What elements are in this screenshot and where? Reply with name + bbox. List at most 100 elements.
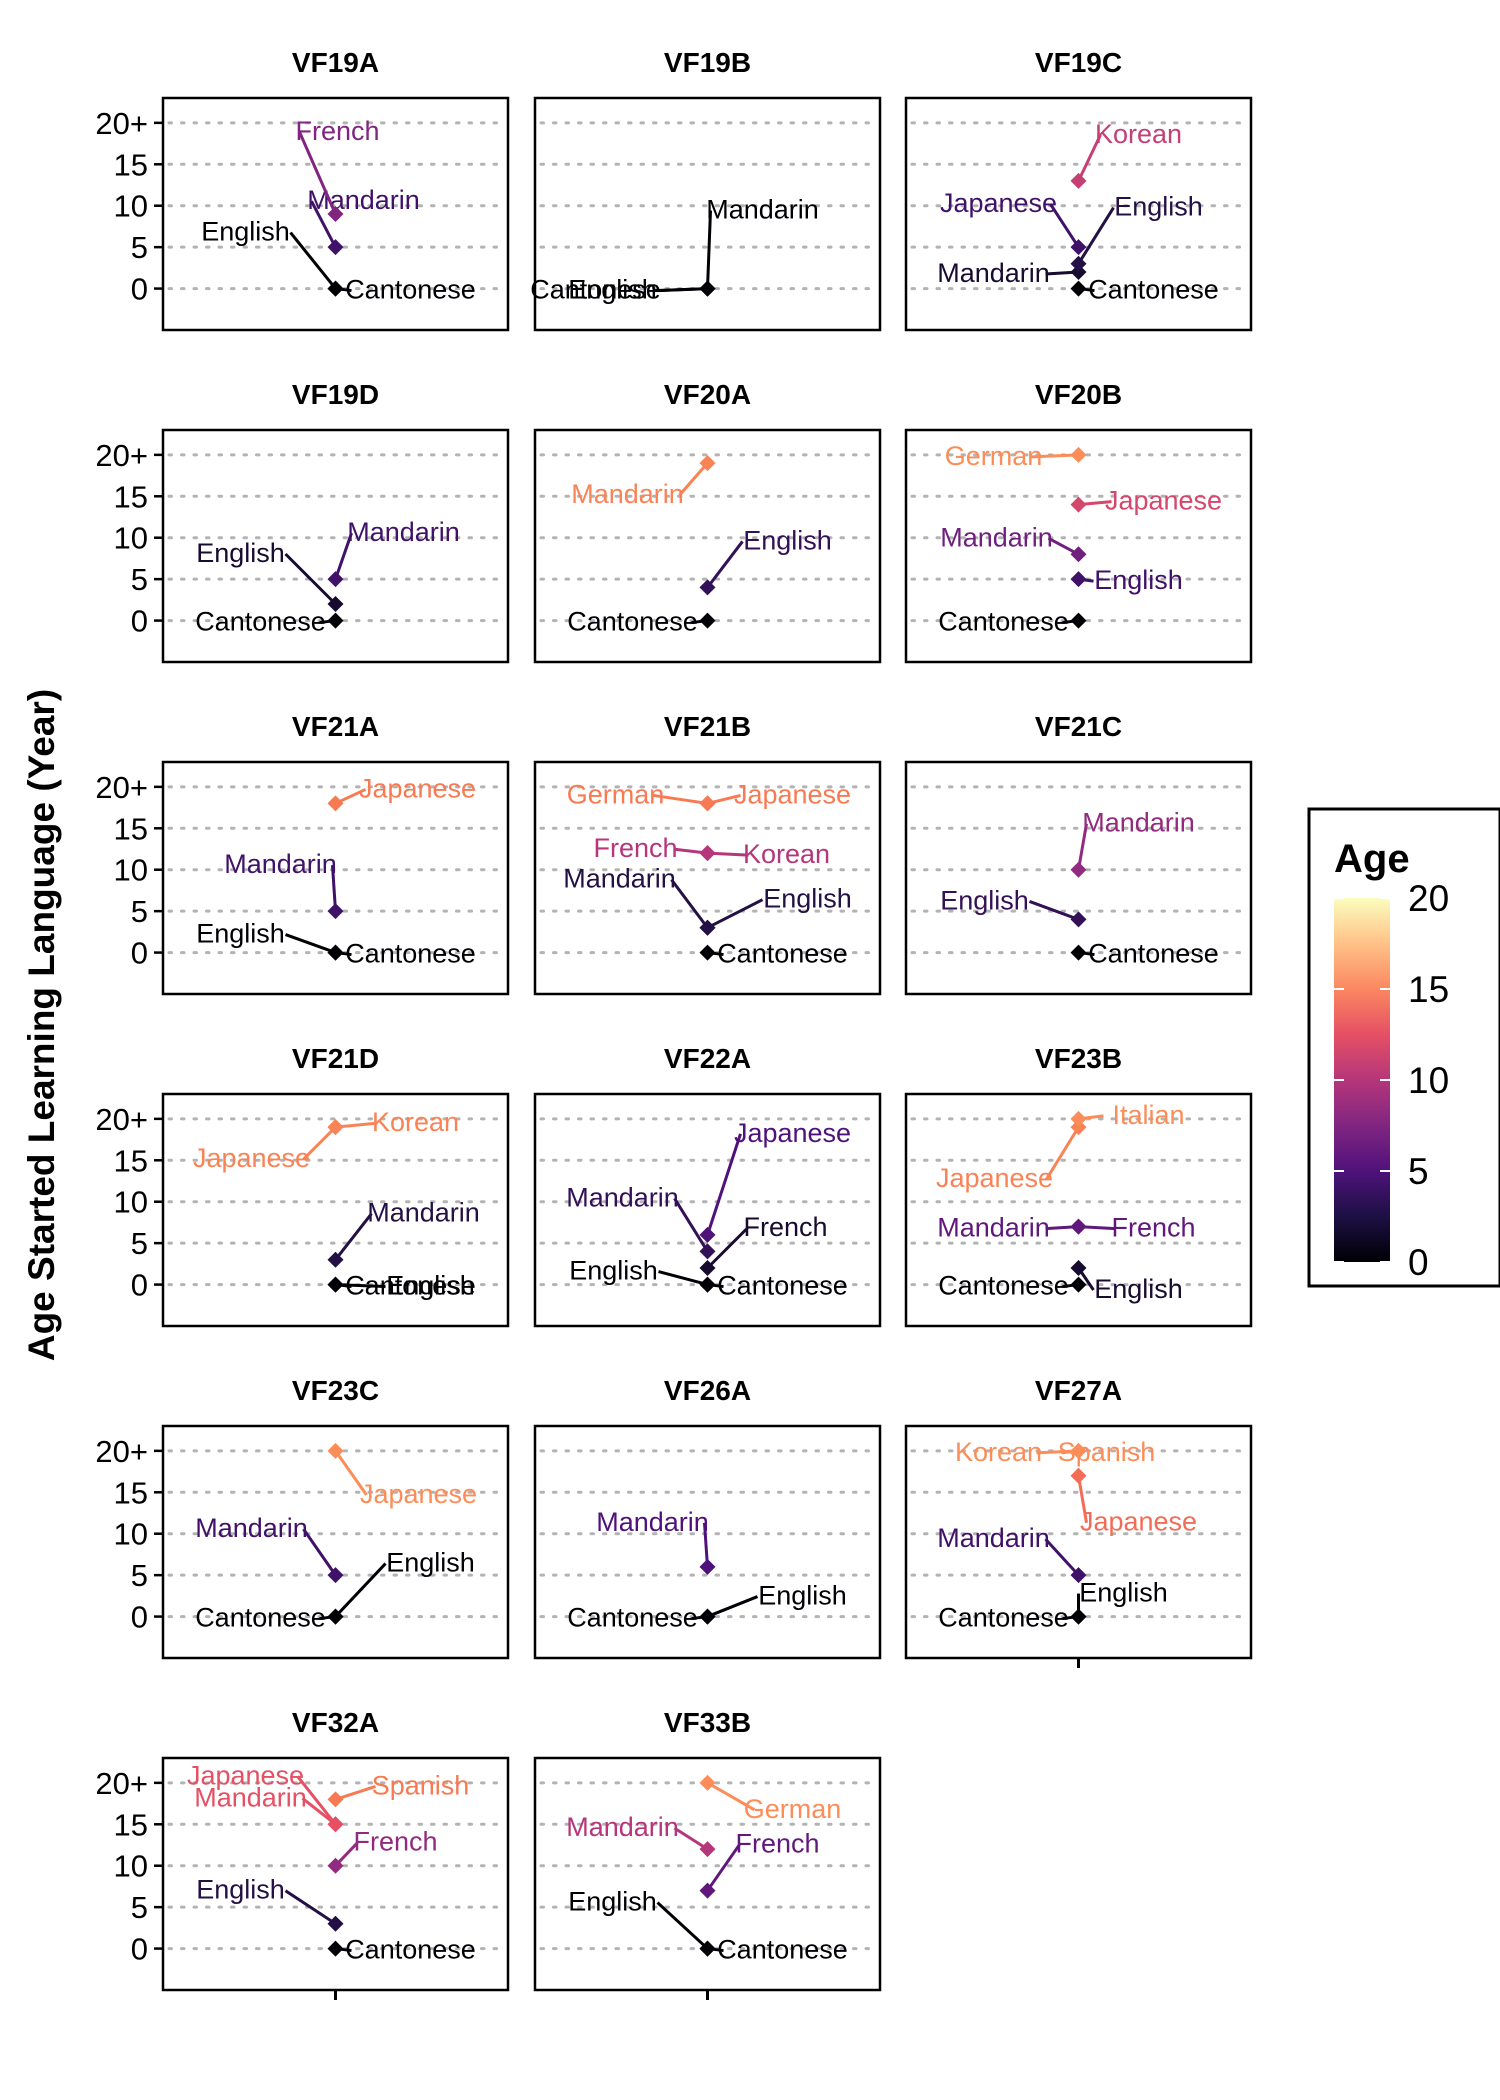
point-label: German [567,779,665,809]
y-tick-label: 20+ [95,438,148,473]
label-connector [298,131,337,215]
label-japanese: Japanese [1078,486,1222,516]
y-tick-label: 5 [131,230,148,265]
data-point [699,1774,716,1791]
legend-title: Age [1334,837,1410,881]
y-tick-label: 15 [114,479,148,514]
data-point [699,280,716,297]
label-english: English [1077,192,1203,265]
panel-title: VF27A [1035,1375,1122,1406]
label-connector [284,1889,337,1925]
panel-border [904,760,1253,996]
panel-vf21a: VF21A 0 5 10 15 20+ Cantonese English Mandarin Ja… [95,711,510,996]
point-label: French [1111,1213,1195,1243]
y-tick-label: 15 [114,811,148,846]
data-point [699,612,716,629]
data-point [1070,280,1087,297]
label-japanese: Japanese [1077,1475,1197,1537]
label-english: English [196,919,337,954]
data-point [327,612,344,629]
label-connector [706,540,744,589]
label-spanish: Spanish [1058,1437,1156,1467]
point-label: English [196,919,285,949]
label-mandarin: Mandarin [334,517,460,580]
y-tick-label: 5 [131,562,148,597]
label-german: German [945,441,1079,471]
label-connector [706,898,764,930]
label-connector [656,1901,709,1950]
panel-title: VF21B [664,711,751,742]
panel-title: VF21D [292,1043,379,1074]
data-point [327,1442,344,1459]
label-connector [706,1226,749,1270]
label-connector [284,552,337,606]
data-point [327,1119,344,1136]
point-label: Cantonese [1088,275,1219,305]
data-point [1070,1218,1087,1235]
label-cantonese: Cantonese [195,1603,336,1633]
label-english: English [196,538,337,606]
label-french: French [295,116,380,215]
label-mandarin: Mandarin [224,849,337,912]
label-connector [1077,134,1102,182]
y-tick-label: 20+ [95,106,148,141]
point-label: English [763,884,852,914]
label-mandarin: Mandarin [566,1812,709,1851]
point-label: English [568,1887,657,1917]
facet-panels: VF19A05101520+CantoneseEnglishMandarinFr… [95,47,1253,2000]
data-point [1070,861,1087,878]
y-tick-label: 15 [114,1143,148,1178]
y-tick-label: 0 [131,272,148,307]
data-point [699,1882,716,1899]
label-english: English [1077,1267,1183,1304]
point-label: Italian [1112,1100,1184,1130]
point-label: Cantonese [938,1271,1069,1301]
point-label: Mandarin [1082,808,1195,838]
label-cantonese: Cantonese [707,1935,848,1965]
point-label: French [593,833,677,863]
point-label: French [743,1212,827,1242]
data-point [699,1608,716,1625]
panel-vf33b: VF33B Cantonese English French Mandarin Germa… [533,1707,882,2000]
point-label: Korean [372,1107,459,1137]
point-label: Cantonese [530,275,661,305]
data-point [699,1558,716,1575]
data-point [1070,911,1087,928]
panel-vf20b: VF20B Cantonese English Mandarin Japanese Ger… [904,379,1253,664]
panel-vf21c: VF21C Cantonese English Mandarin [904,711,1253,996]
label-connector [1077,823,1088,870]
point-label: English [196,538,285,568]
point-label: Mandarin [940,522,1053,552]
label-connector [706,210,712,289]
point-label: English [386,1271,475,1301]
label-korean: Korean [955,1437,1079,1467]
point-label: Cantonese [717,1935,848,1965]
panel-border [533,96,882,332]
y-tick-label: 5 [131,1558,148,1593]
y-tick-label: 10 [114,189,148,224]
panel-vf19d: VF19D 0 5 10 15 20+ Cantonese English Mandarin [95,379,510,664]
label-french: French [334,1827,438,1867]
data-point [1070,496,1087,513]
point-label: Mandarin [596,1507,709,1537]
label-mandarin: Mandarin [194,1782,337,1826]
point-label: English [569,1256,658,1286]
data-point [327,1791,344,1808]
point-label: English [743,525,832,555]
point-label: German [945,441,1043,471]
label-mandarin: Mandarin [334,1198,480,1261]
label-english: English [201,217,337,290]
panel-border [533,1424,882,1660]
label-cantonese: Cantonese [567,607,708,637]
panel-title: VF19A [292,47,379,78]
label-connector [706,1133,742,1236]
y-tick-label: 10 [114,521,148,556]
label-cantonese: Cantonese [335,939,476,969]
label-connector [335,1283,386,1289]
panel-title: VF33B [664,1707,751,1738]
data-point [1070,446,1087,463]
data-point [327,944,344,961]
point-label: English [196,1875,285,1905]
label-connector [289,231,337,290]
